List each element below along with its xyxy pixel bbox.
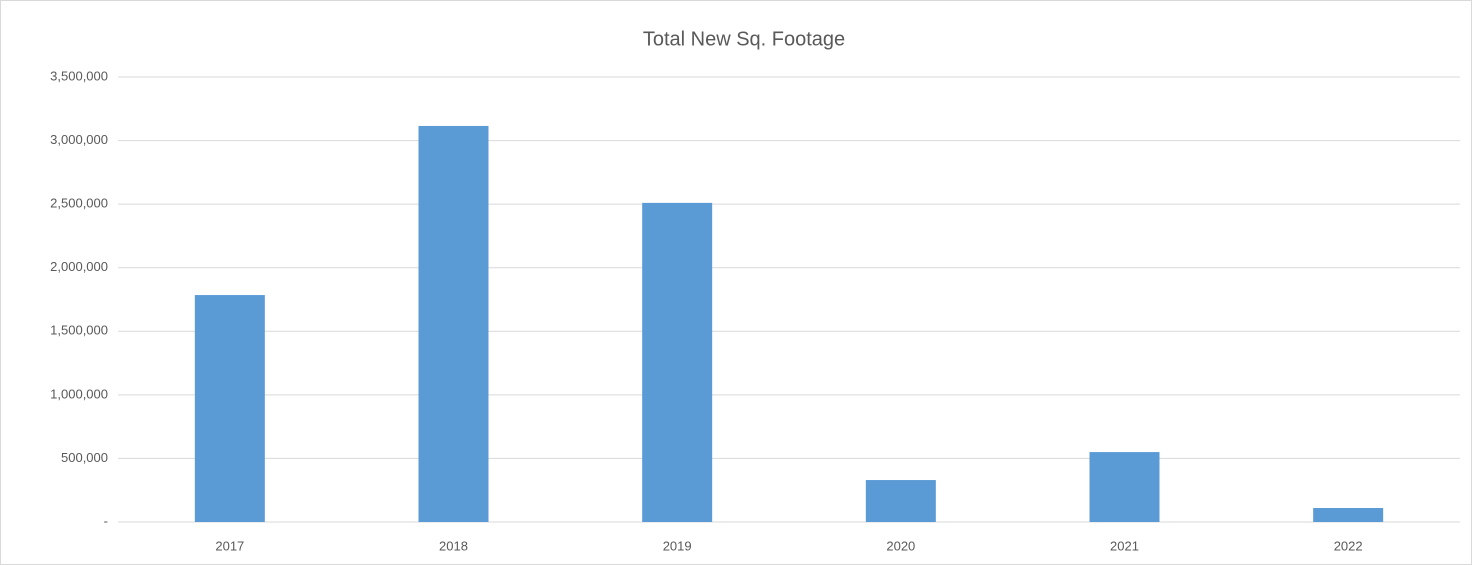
y-tick-label: - <box>104 513 108 528</box>
bar <box>865 480 936 522</box>
y-tick-label: 1,000,000 <box>50 386 108 401</box>
x-tick-label: 2020 <box>886 538 915 553</box>
chart-title: Total New Sq. Footage <box>643 28 845 50</box>
y-tick-label: 3,500,000 <box>50 68 108 83</box>
y-tick-label: 3,000,000 <box>50 132 108 147</box>
bar <box>194 295 265 522</box>
x-tick-label: 2022 <box>1334 538 1363 553</box>
x-tick-label: 2019 <box>663 538 692 553</box>
y-tick-label: 2,500,000 <box>50 196 108 211</box>
x-tick-label: 2018 <box>439 538 468 553</box>
y-tick-label: 1,500,000 <box>50 323 108 338</box>
bar <box>418 125 489 522</box>
y-tick-label: 2,000,000 <box>50 259 108 274</box>
bar <box>642 202 713 522</box>
bar <box>1313 508 1384 522</box>
x-tick-label: 2017 <box>215 538 244 553</box>
bar <box>1089 452 1160 522</box>
y-tick-label: 500,000 <box>61 450 108 465</box>
x-tick-label: 2021 <box>1110 538 1139 553</box>
